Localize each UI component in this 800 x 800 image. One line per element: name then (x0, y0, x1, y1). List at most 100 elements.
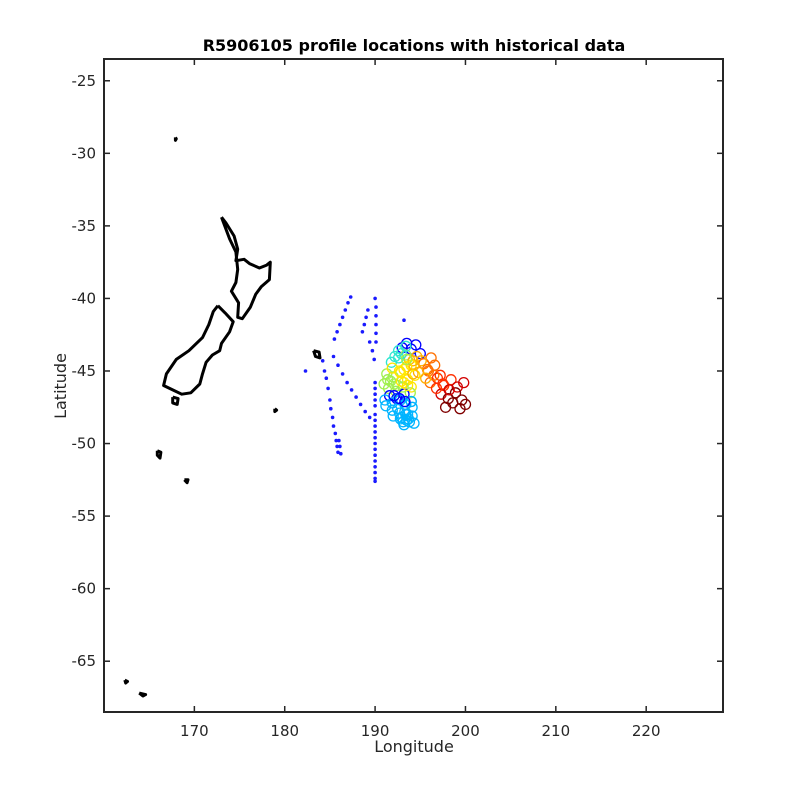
profile-point (354, 395, 358, 399)
coastline (138, 691, 148, 698)
profile-point (367, 415, 372, 420)
profile-point (374, 340, 378, 344)
historical-point (407, 368, 419, 380)
historical-point (388, 378, 400, 390)
profile-point (338, 444, 342, 449)
profile-point (373, 470, 377, 475)
coastline (312, 349, 322, 360)
profile-point (373, 404, 377, 408)
y-tick-label: -45 (72, 362, 97, 380)
profile-point (362, 322, 367, 327)
historical-point (401, 360, 413, 373)
profile-point (349, 388, 354, 392)
profile-point (335, 330, 339, 334)
profile-point (339, 451, 343, 456)
profile-point (373, 479, 377, 484)
profile-point (374, 331, 378, 336)
profile-point (331, 424, 336, 428)
profile-point (363, 409, 368, 414)
y-tick-label: -60 (72, 580, 97, 598)
profile-point (340, 315, 345, 320)
historical-point (405, 395, 417, 408)
profile-point (360, 330, 365, 334)
profile-point (367, 340, 372, 344)
chart-title: R5906105 profile locations with historic… (203, 36, 626, 55)
profile-point (328, 398, 332, 402)
coastline (171, 395, 180, 406)
profile-point (346, 301, 350, 305)
profile-point (373, 441, 377, 446)
x-tick-label: 170 (180, 722, 209, 740)
axes-frame (103, 58, 724, 713)
coastline (273, 407, 279, 414)
x-tick-label: 200 (451, 722, 480, 740)
x-axis-label: Longitude (374, 737, 454, 756)
historical-point (379, 394, 391, 406)
profile-point (373, 435, 377, 440)
x-tick-label: 220 (632, 722, 661, 740)
y-tick-label: -55 (72, 507, 97, 525)
historical-point (386, 362, 398, 374)
historical-point (387, 410, 399, 422)
historical-point (386, 404, 398, 416)
historical-point (401, 379, 414, 392)
profile-point (331, 354, 336, 359)
coastline (162, 304, 235, 396)
y-tick-label: -50 (72, 435, 97, 453)
profile-point (370, 348, 375, 353)
profile-point (374, 314, 378, 318)
historical-point (412, 366, 425, 379)
profile-point (336, 363, 340, 368)
y-tick-label: -65 (72, 652, 97, 670)
historical-data-layer (378, 337, 472, 431)
profile-point (322, 369, 327, 373)
historical-point (414, 347, 426, 360)
historical-point (454, 403, 466, 415)
y-tick-label: -35 (72, 217, 97, 235)
profile-point (324, 376, 329, 381)
historical-point (403, 416, 416, 428)
axis-ticks: 170 180 190 200 210 220 -25 -30 -35 -40 -45 -50 -55 -… (72, 59, 723, 740)
historical-point (428, 369, 440, 381)
profile-point (332, 337, 337, 341)
historical-point (398, 419, 410, 431)
historical-point (393, 392, 406, 405)
profile-point (373, 424, 377, 428)
historical-point (407, 355, 419, 367)
y-tick-label: -25 (72, 72, 97, 90)
plot-area (103, 58, 724, 713)
y-tick-label: -30 (72, 144, 97, 162)
profile-point (373, 476, 377, 481)
profile-point (373, 386, 377, 391)
profile-point (364, 315, 368, 320)
profile-point (402, 318, 406, 323)
coastline (183, 478, 190, 485)
profile-point (374, 305, 378, 309)
historical-point (388, 390, 400, 402)
profile-point (373, 296, 377, 301)
historical-point (404, 387, 416, 399)
x-tick-label: 190 (361, 722, 390, 740)
profile-point (333, 431, 338, 436)
profile-point (343, 308, 348, 312)
profile-point (373, 380, 377, 385)
profile-point (373, 430, 377, 434)
profile-points-layer (303, 295, 406, 484)
historical-point (449, 387, 462, 399)
historical-point (437, 378, 449, 390)
profile-point (348, 295, 353, 299)
profile-point (330, 415, 335, 420)
profile-point (373, 412, 377, 417)
coastline (173, 136, 178, 142)
profile-point (366, 308, 370, 312)
profile-point (373, 392, 377, 397)
plot-background (104, 59, 723, 712)
profile-point (373, 453, 377, 458)
profile-point (374, 322, 378, 327)
profile-point (329, 406, 333, 411)
y-tick-label: -40 (72, 289, 97, 307)
historical-point (389, 350, 401, 363)
historical-point (458, 376, 470, 389)
historical-point (415, 355, 427, 367)
historical-point (409, 369, 421, 381)
